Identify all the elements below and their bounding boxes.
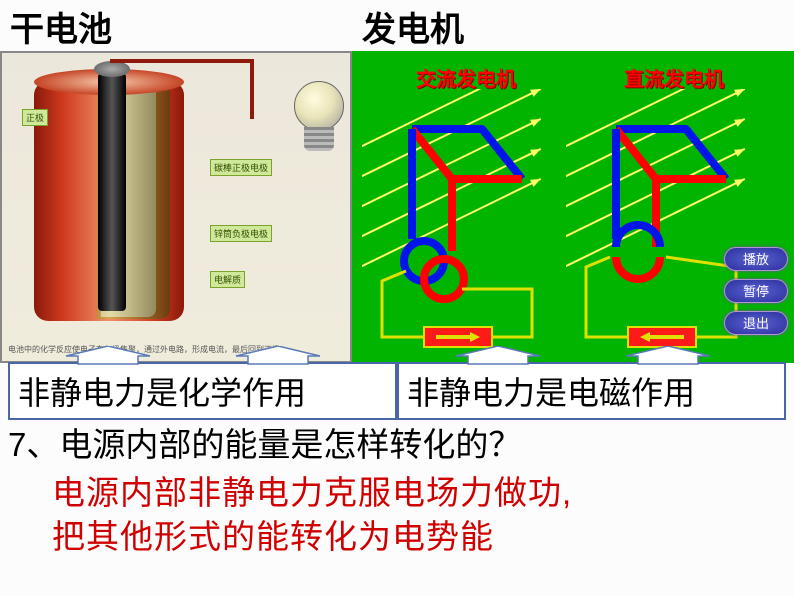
caption-right: 非静电力是电磁作用	[397, 362, 786, 420]
battery-label: 锌筒负极电极	[210, 225, 272, 242]
caption-right-text: 非静电力是电磁作用	[407, 368, 695, 414]
battery-label: 正极	[22, 109, 48, 126]
battery-carbon-rod	[98, 73, 126, 311]
light-bulb-base	[304, 127, 334, 151]
title-row: 干电池 发电机	[0, 0, 794, 51]
light-bulb-icon	[294, 81, 344, 131]
caption-row: 非静电力是化学作用 非静电力是电磁作用	[8, 362, 786, 420]
battery-diagram: 正极 碳棒正极电极 锌筒负极电极 电解质 电池中的化学反应使电子在负极集聚，通过…	[0, 51, 352, 363]
battery-positive-terminal	[94, 61, 130, 77]
ac-generator-svg	[362, 89, 552, 359]
answer-line-1: 电源内部非静电力克服电场力做功,	[52, 466, 572, 514]
play-button[interactable]: 播放	[724, 247, 788, 271]
answer-line-2: 把其他形式的能转化为电势能	[52, 510, 494, 558]
title-generator: 发电机	[362, 2, 464, 51]
caption-left: 非静电力是化学作用	[8, 362, 397, 420]
wire-down	[250, 59, 254, 119]
battery-label: 碳棒正极电极	[210, 159, 272, 176]
dc-generator-title: 直流发电机	[624, 63, 724, 92]
image-row: 正极 碳棒正极电极 锌筒负极电极 电解质 电池中的化学反应使电子在负极集聚，通过…	[0, 51, 794, 363]
ac-generator-box	[362, 89, 552, 359]
caption-left-text: 非静电力是化学作用	[18, 368, 306, 414]
exit-button[interactable]: 退出	[724, 311, 788, 335]
up-arrows	[8, 346, 786, 366]
question-line: 7、电源内部的能量是怎样转化的？	[8, 418, 521, 466]
wire-top	[110, 59, 250, 63]
pause-button[interactable]: 暂停	[724, 279, 788, 303]
generator-diagram: 交流发电机 直流发电机 播放 暂停 退出	[352, 51, 794, 363]
ac-generator-title: 交流发电机	[416, 63, 516, 92]
title-battery: 干电池	[10, 2, 112, 51]
battery-label: 电解质	[210, 271, 245, 288]
